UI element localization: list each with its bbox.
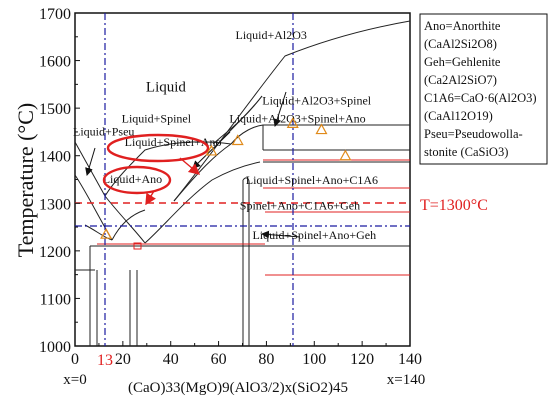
y-tick-label: 1300 bbox=[39, 196, 71, 213]
legend-text: Ano=Anorthite (CaAl2Si2O8) Geh=Gehlenite (C… bbox=[424, 19, 537, 159]
legend-line: C1A6=CaO·6(Al2O3) bbox=[424, 91, 537, 105]
annotation-arrows bbox=[85, 91, 301, 239]
region-labels: Liquid Liquid+Al2O3 Liquid+Al2O3+Spinel Liq… bbox=[73, 28, 378, 242]
region-label: Liquid+Al2O3+Spinel bbox=[262, 93, 372, 107]
region-label: Liquid+Spinel bbox=[122, 111, 192, 125]
x-tick-label: 20 bbox=[115, 351, 131, 368]
region-label: Spinel+Ano+C1A6+Geh bbox=[240, 198, 360, 212]
experimental-point-marker bbox=[205, 144, 218, 156]
experimental-points bbox=[100, 117, 352, 239]
arrow-al2o3-spinel-ano bbox=[273, 91, 287, 127]
legend-line: stonite (CaSiO3) bbox=[424, 145, 508, 159]
legend-line: (CaAl12O19) bbox=[424, 109, 493, 123]
boundary-liquid-ano-lower bbox=[104, 195, 146, 244]
legend-box bbox=[419, 13, 548, 165]
region-label: Liquid+Spinel+Ano+C1A6 bbox=[246, 173, 378, 187]
boundary-left-cusp bbox=[111, 209, 146, 241]
region-label: Liquid+Al2O3 bbox=[235, 28, 306, 42]
experimental-point-marker bbox=[315, 123, 328, 135]
boundary-spinel-lower bbox=[173, 143, 232, 202]
boundary-left-small bbox=[84, 224, 113, 241]
legend-line: Pseu=Pseudowolla- bbox=[424, 127, 523, 141]
x-axis-label: (CaO)33(MgO)9(AlO3/2)x(SiO2)45 bbox=[128, 380, 348, 396]
experimental-point-marker bbox=[100, 227, 113, 239]
legend-line: Geh=Gehlenite bbox=[424, 55, 501, 69]
red-arrows bbox=[145, 157, 201, 206]
boundary-pseu-left bbox=[74, 141, 106, 197]
region-label: Liquid+Ano bbox=[103, 172, 162, 186]
y-tick-label: 1000 bbox=[39, 339, 71, 356]
legend-line: (Ca2Al2SiO7) bbox=[424, 73, 497, 87]
x-axis-ticks: 0 20 40 60 80 100 120 140 bbox=[71, 341, 422, 368]
arrow-geh bbox=[261, 230, 301, 239]
region-label: Liquid+Spinel+Ano+Geh bbox=[252, 228, 376, 242]
y-tick-label: 1400 bbox=[39, 149, 71, 166]
x-end-label: x=140 bbox=[387, 372, 425, 388]
experimental-point-marker bbox=[231, 134, 244, 146]
boundary-liquid-spinel-ano bbox=[144, 161, 261, 244]
region-label: Liquid+Pseu bbox=[73, 124, 134, 138]
experimental-point-marker bbox=[339, 149, 352, 161]
temperature-1300-label: T=1300°C bbox=[420, 197, 488, 214]
red-arrow-ano bbox=[145, 190, 156, 206]
x-tick-label: 40 bbox=[163, 351, 179, 368]
x-special-13-label: 13 bbox=[97, 352, 113, 369]
y-tick-label: 1600 bbox=[39, 54, 71, 71]
x-tick-label: 140 bbox=[398, 351, 422, 368]
y-axis-label: Temperature (°C) bbox=[13, 103, 38, 257]
x-tick-label: 120 bbox=[350, 351, 374, 368]
legend-line: Ano=Anorthite bbox=[424, 19, 501, 33]
region-label: Liquid+Al2O3+Spinel+Ano bbox=[229, 111, 365, 125]
ellipse-liquid-ano bbox=[102, 165, 172, 195]
x-tick-label: 0 bbox=[71, 351, 79, 368]
y-tick-label: 1200 bbox=[39, 244, 71, 261]
boundary-liquid-ano-upper bbox=[104, 141, 232, 197]
red-arrow-spinel-ano bbox=[179, 157, 201, 175]
x-tick-label: 80 bbox=[258, 351, 274, 368]
boundary-spinel-al2o3 bbox=[230, 124, 410, 145]
ellipse-liquid-spinel-ano bbox=[106, 133, 210, 163]
y-tick-label: 1700 bbox=[39, 6, 71, 23]
y-tick-label: 1500 bbox=[39, 101, 71, 118]
legend-line: (CaAl2Si2O8) bbox=[424, 37, 497, 51]
red-phase-lines bbox=[97, 159, 410, 276]
x-tick-label: 100 bbox=[302, 351, 326, 368]
boundary-c1a6-cap bbox=[242, 177, 250, 186]
x-start-label: x=0 bbox=[63, 372, 86, 388]
boundary-al2o3-liquidus bbox=[173, 20, 411, 202]
arrow-liquid-spinel bbox=[192, 131, 231, 169]
y-axis-ticks: 1000 1100 1200 1300 1400 1500 1600 1700 bbox=[39, 6, 80, 356]
y-tick-label: 1100 bbox=[40, 291, 71, 308]
red-square-marker bbox=[133, 242, 142, 250]
boundary-liquid-spinel bbox=[212, 95, 263, 145]
x-tick-label: 60 bbox=[211, 351, 227, 368]
experimental-point-marker bbox=[286, 117, 299, 128]
arrow-pseu bbox=[85, 147, 96, 176]
region-label: Liquid bbox=[146, 79, 186, 95]
region-label: Liquid+Spinel+Ano bbox=[125, 135, 222, 149]
